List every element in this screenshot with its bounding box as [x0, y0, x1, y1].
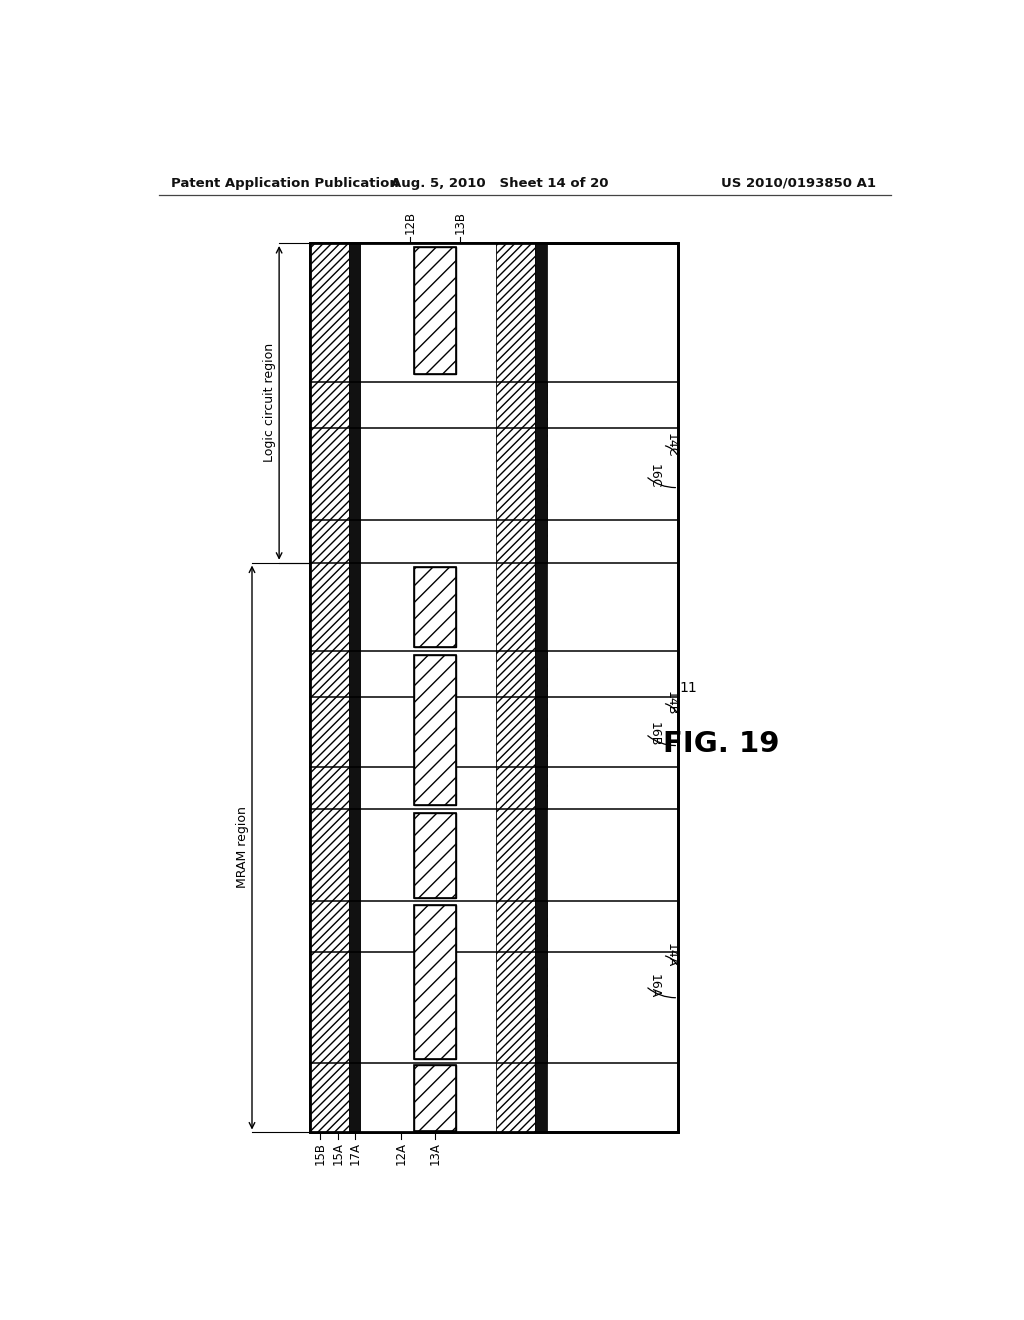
Text: 11: 11 [680, 681, 697, 694]
Text: FIG. 19: FIG. 19 [663, 730, 779, 758]
Text: Logic circuit region: Logic circuit region [263, 343, 276, 462]
Text: 16A: 16A [647, 974, 660, 998]
Bar [310, 243, 678, 1133]
Text: 14B: 14B [665, 690, 677, 715]
Bar [414, 247, 457, 374]
Bar [349, 243, 360, 1133]
Bar [310, 243, 349, 1133]
Text: 15A: 15A [332, 1142, 344, 1164]
Bar [310, 381, 547, 562]
Bar [535, 243, 547, 1133]
Bar [360, 243, 496, 1133]
Bar [310, 243, 678, 1133]
Text: 13B: 13B [454, 211, 467, 234]
Bar [414, 1065, 457, 1131]
Bar [310, 902, 547, 1063]
Bar [414, 906, 457, 1059]
Text: 16C: 16C [647, 463, 660, 488]
Text: 12A: 12A [394, 1142, 408, 1164]
Bar [414, 566, 457, 647]
Bar [414, 247, 457, 374]
Text: US 2010/0193850 A1: US 2010/0193850 A1 [721, 177, 876, 190]
Text: 12B: 12B [403, 211, 417, 234]
Bar [496, 243, 535, 1133]
Bar [414, 813, 457, 898]
Text: 14C: 14C [665, 433, 677, 458]
Text: M1A: M1A [323, 975, 351, 989]
Text: 16B: 16B [647, 722, 660, 746]
Text: MRAM region: MRAM region [237, 807, 249, 888]
Text: 15B: 15B [313, 1142, 327, 1164]
Bar [310, 651, 547, 809]
Text: M1C: M1C [323, 466, 351, 479]
Bar [414, 566, 457, 647]
Bar [414, 1065, 457, 1131]
Bar [414, 813, 457, 898]
Text: Patent Application Publication: Patent Application Publication [171, 177, 398, 190]
Text: M1B: M1B [323, 723, 351, 737]
Text: 14A: 14A [665, 944, 677, 968]
Text: Aug. 5, 2010   Sheet 14 of 20: Aug. 5, 2010 Sheet 14 of 20 [391, 177, 608, 190]
Text: 17A: 17A [348, 1142, 361, 1164]
Text: 13A: 13A [429, 1142, 441, 1164]
Bar [414, 655, 457, 805]
Bar [414, 906, 457, 1059]
Bar [414, 655, 457, 805]
